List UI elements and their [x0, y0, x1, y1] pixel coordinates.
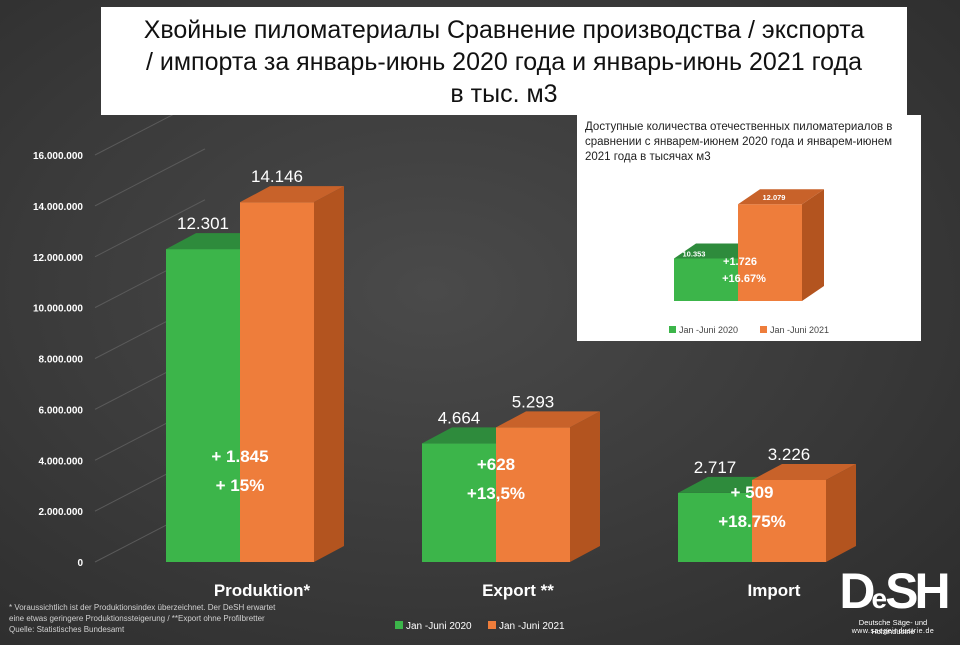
category-label-1: Export **: [482, 581, 554, 600]
inset-change-pct: +16.67%: [722, 273, 766, 285]
change-label-2-pct: +18.75%: [718, 512, 786, 531]
bar-export-2020: [422, 443, 496, 562]
category-label-0: Produktion*: [214, 581, 311, 600]
y-tick-label-4: 8.000.000: [39, 355, 84, 366]
change-label-0-pct: + 15%: [216, 476, 265, 495]
logo-url: www.saegeindustrie.de: [851, 628, 935, 635]
bar-top-export-2021: [496, 411, 600, 428]
bar-side-produktion-2021: [314, 186, 344, 562]
inset-legend-label-1: Jan -Juni 2021: [770, 325, 829, 335]
gridline-6: [94, 199, 206, 258]
chart-title-line-3: в тыс. м3: [450, 80, 558, 108]
value-label-import-2020: 2.717: [694, 458, 737, 477]
y-tick-label-3: 6.000.000: [39, 405, 84, 416]
inset-change-abs: +1.726: [723, 256, 757, 268]
inset-value-label-2021: 12.079: [763, 193, 786, 202]
change-label-0-abs: + 1.845: [211, 447, 268, 466]
bar-import-2021: [752, 479, 826, 562]
bar-side-export-2021: [570, 411, 600, 562]
inset-legend-swatch-1: [760, 326, 767, 333]
inset-legend-label-0: Jan -Juni 2020: [679, 325, 738, 335]
y-tick-label-0: 0: [77, 558, 83, 569]
footnote-source: Quelle: Statistisches Bundesamt: [9, 625, 125, 634]
chart-title-box: Хвойные пиломатериалы Сравнение производ…: [101, 7, 907, 115]
bar-import-2020: [678, 492, 752, 562]
y-tick-label-1: 2.000.000: [39, 507, 84, 518]
bar-produktion-2021: [240, 202, 314, 562]
logo-wordmark: DeSH: [839, 563, 950, 619]
inset-bar-2021: [738, 204, 802, 301]
change-label-1-pct: +13,5%: [467, 484, 525, 503]
legend-swatch-1: [488, 621, 496, 629]
footnote-line-1: * Voraussichtlich ist der Produktionsind…: [9, 603, 276, 612]
logo-subtitle: Deutsche Säge- und Holzindustrie: [858, 618, 928, 636]
value-label-import-2021: 3.226: [768, 445, 811, 464]
y-tick-label-6: 12.000.000: [33, 253, 83, 264]
change-label-1-abs: +628: [477, 455, 515, 474]
inset-legend-swatch-0: [669, 326, 676, 333]
footnote: * Voraussichtlich ist der Produktionsind…: [9, 602, 339, 635]
y-tick-label-8: 16.000.000: [33, 151, 83, 162]
inset-chart-panel: 10.353 12.079 +1.726 +16.67% Jan -Juni 2020 J…: [577, 115, 921, 341]
desh-logo: DeSH Deutsche Säge- und Holzindustrie ww…: [838, 563, 950, 638]
bar-produktion-2020: [166, 249, 240, 562]
chart-title-line-2: / импорта за январь-июнь 2020 года и янв…: [146, 48, 862, 76]
chart-title-line-1: Хвойные пиломатериалы Сравнение производ…: [143, 16, 865, 44]
inset-value-label-2020: 10.353: [683, 249, 706, 258]
category-label-2: Import: [748, 581, 801, 600]
inset-bar-side-2021: [802, 189, 824, 301]
footnote-line-2: eine etwas geringere Produktionssteigeru…: [9, 614, 265, 623]
gridline-7: [94, 148, 206, 207]
bar-side-import-2021: [826, 463, 856, 562]
y-tick-label-2: 4.000.000: [39, 456, 84, 467]
bar-top-import-2021: [752, 463, 856, 480]
inset-chart: 10.353 12.079 +1.726 +16.67% Jan -Juni 2020 J…: [669, 189, 829, 335]
y-tick-label-5: 10.000.000: [33, 304, 83, 315]
change-label-2-abs: + 509: [730, 483, 773, 502]
legend-swatch-0: [395, 621, 403, 629]
bar-top-produktion-2021: [240, 186, 344, 203]
value-label-produktion-2020: 12.301: [177, 214, 229, 233]
y-tick-label-7: 14.000.000: [33, 202, 83, 213]
value-label-export-2020: 4.664: [438, 408, 481, 427]
inset-bar-2020: [674, 258, 738, 301]
value-label-produktion-2021: 14.146: [251, 167, 303, 186]
value-label-export-2021: 5.293: [512, 392, 555, 411]
inset-chart-title: Доступные количества отечественных пилом…: [585, 121, 893, 163]
legend-label-1: Jan -Juni 2021: [499, 621, 565, 632]
inset-bar-top-2021: [738, 189, 824, 205]
legend-label-0: Jan -Juni 2020: [406, 621, 472, 632]
bar-export-2021: [496, 427, 570, 562]
